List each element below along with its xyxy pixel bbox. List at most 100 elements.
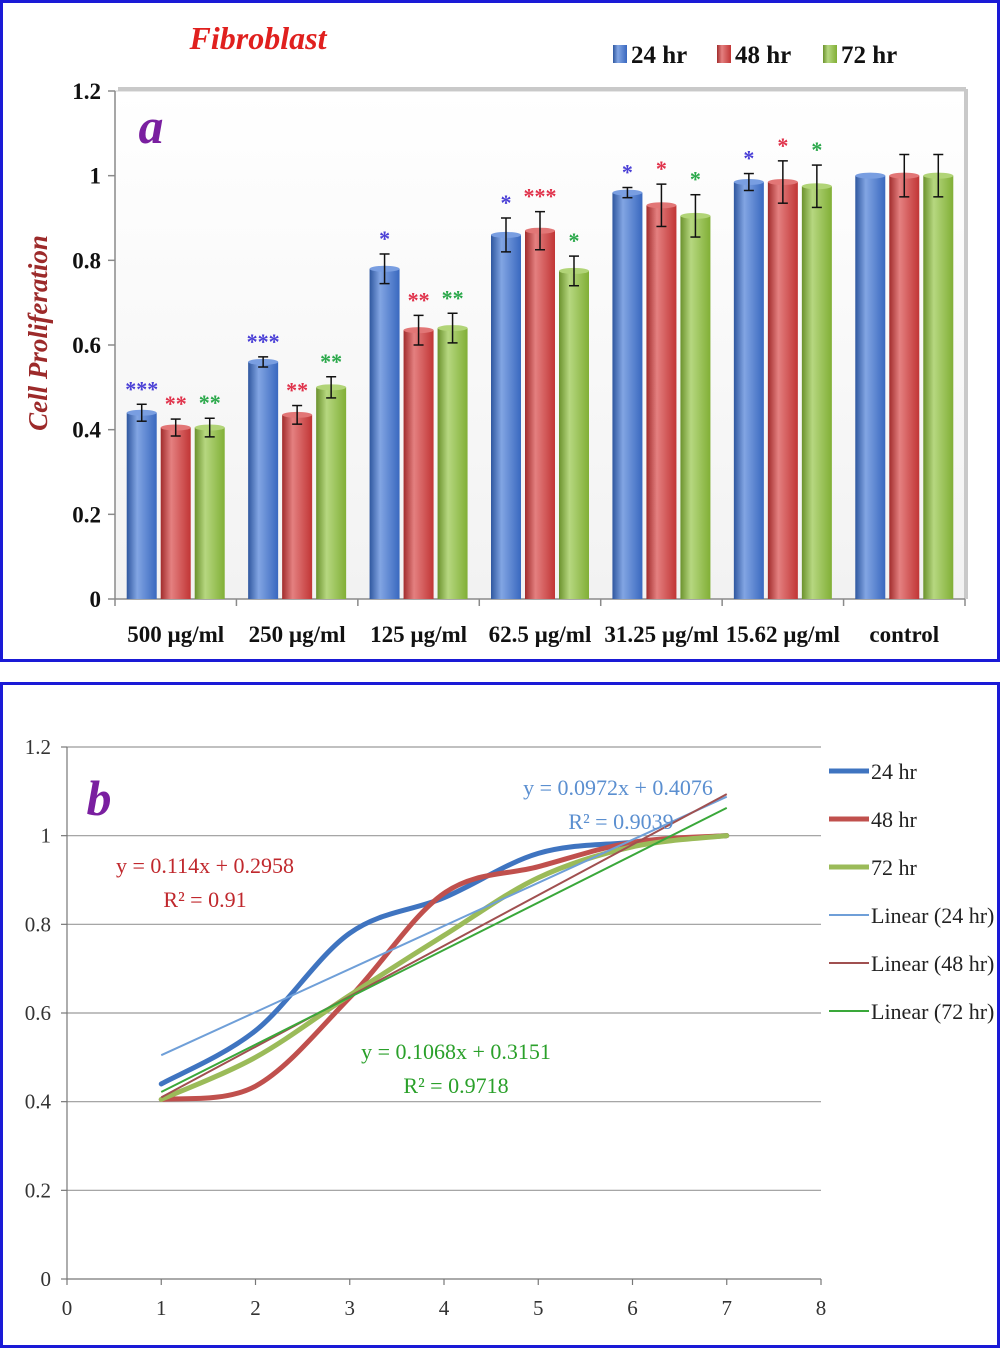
y-axis-label: Cell Proliferation: [23, 235, 53, 431]
x-tick-label: 8: [816, 1296, 827, 1320]
y-tick-label: 1.2: [72, 79, 101, 104]
bar: [369, 268, 400, 599]
equation-24hr: y = 0.0972x + 0.4076: [523, 775, 713, 800]
legend-label: 72 hr: [841, 42, 897, 69]
significance-marker: *: [777, 133, 788, 158]
x-tick-label: 62.5 µg/ml: [489, 622, 592, 647]
bar: [559, 270, 589, 599]
legend-label: Linear (72 hr): [871, 999, 994, 1024]
bar: [767, 182, 798, 599]
r2-24hr: R² = 0.9039: [568, 809, 673, 834]
significance-marker: *: [622, 160, 633, 185]
equation-48hr: y = 0.114x + 0.2958: [116, 853, 294, 878]
y-tick-label: 0.4: [25, 1090, 52, 1114]
legend: 24 hr 48 hr 72 hr Linear (24 hr) Linear (48 …: [829, 759, 994, 1024]
bar: [525, 230, 555, 599]
x-tick-label: 15.62 µg/ml: [726, 622, 840, 647]
significance-marker: *: [501, 190, 512, 215]
x-tick-label: 31.25 µg/ml: [604, 622, 718, 647]
significance-marker: *: [379, 226, 390, 251]
panel-letter-a: a: [139, 98, 164, 154]
bar: [282, 414, 313, 599]
trendline: [160, 806, 728, 1093]
bar: [889, 175, 920, 599]
chart-title: Fibroblast: [189, 20, 328, 56]
y-tick-label: 1: [41, 824, 52, 848]
significance-marker: **: [199, 390, 221, 415]
x-tick-label: 7: [722, 1296, 733, 1320]
legend-label: 72 hr: [871, 855, 918, 880]
legend-label: Linear (24 hr): [871, 903, 994, 928]
bar-cap: [855, 172, 886, 179]
legend-swatch: [613, 45, 627, 63]
x-tick-label: 500 µg/ml: [127, 622, 224, 647]
y-tick-label: 0.6: [25, 1001, 51, 1025]
panel-b: 0 0.2 0.4 0.6 0.8 1 1.2 0 1 2 3 4 5 6 7 8 b y = 0.0972x…: [0, 682, 1000, 1348]
x-tick-label: 2: [250, 1296, 261, 1320]
legend-label: 48 hr: [735, 42, 791, 69]
bar: [801, 186, 832, 599]
x-tick-label: control: [869, 622, 939, 647]
significance-marker: *: [811, 137, 822, 162]
legend: 24 hr 48 hr 72 hr: [613, 42, 897, 69]
panel-letter-b: b: [87, 770, 112, 826]
bar: [646, 205, 677, 600]
significance-marker: *: [569, 228, 580, 253]
significance-marker: **: [408, 287, 430, 312]
x-tick-label: 6: [627, 1296, 638, 1320]
significance-marker: **: [286, 378, 308, 403]
equation-72hr: y = 0.1068x + 0.3151: [361, 1039, 551, 1064]
r2-72hr: R² = 0.9718: [403, 1073, 508, 1098]
bar: [437, 328, 468, 599]
legend-swatch: [823, 45, 837, 63]
bar: [126, 412, 157, 599]
y-tick-label: 1.2: [25, 735, 51, 759]
legend-label: 24 hr: [631, 42, 687, 69]
bar: [194, 427, 225, 599]
legend-swatch: [717, 45, 731, 63]
x-tick-label: 0: [62, 1296, 73, 1320]
bar: [491, 234, 521, 599]
significance-marker: **: [320, 349, 342, 374]
significance-marker: **: [442, 285, 464, 310]
x-tick-label: 250 µg/ml: [249, 622, 346, 647]
y-tick-label: 1: [90, 164, 102, 189]
bar: [403, 330, 434, 599]
legend-label: 24 hr: [871, 759, 918, 784]
y-tick-label: 0.2: [25, 1178, 51, 1202]
x-tick-label: 3: [345, 1296, 356, 1320]
x-tick-label: 1: [156, 1296, 167, 1320]
y-tick-label: 0: [41, 1267, 52, 1291]
series-line: [158, 833, 730, 1102]
x-tick-label: 4: [439, 1296, 450, 1320]
significance-marker: ***: [524, 184, 557, 209]
bar: [160, 427, 191, 599]
significance-marker: ***: [247, 329, 280, 354]
y-tick-label: 0: [90, 587, 102, 612]
trendline: [160, 793, 728, 1099]
panel-a: 0 0.2 0.4 0.6 0.8 1 1.2 *** ** ** *** ** ** * ** ** * **…: [0, 0, 1000, 662]
line-chart: 0 0.2 0.4 0.6 0.8 1 1.2 0 1 2 3 4 5 6 7 8 b y = 0.0972x…: [25, 735, 995, 1320]
y-tick-label: 0.8: [72, 248, 101, 273]
y-tick-label: 0.6: [72, 333, 101, 358]
trendline: [160, 795, 728, 1057]
significance-marker: *: [690, 167, 701, 192]
x-tick-label: 125 µg/ml: [370, 622, 467, 647]
significance-marker: *: [743, 146, 754, 171]
bar: [612, 192, 643, 599]
series-line: [158, 833, 730, 1102]
bar: [733, 182, 764, 599]
y-tick-label: 0.2: [72, 502, 101, 527]
r2-48hr: R² = 0.91: [163, 887, 246, 912]
legend-label: Linear (48 hr): [871, 951, 994, 976]
bar: [855, 175, 886, 599]
legend-label: 48 hr: [871, 807, 918, 832]
bar: [248, 361, 279, 599]
y-tick-label: 0.4: [72, 418, 101, 443]
significance-marker: *: [656, 156, 667, 181]
bar: [923, 175, 954, 599]
significance-marker: **: [165, 391, 187, 416]
bar-chart: 00.20.40.60.811.2 ***** ************ *** **…: [23, 20, 968, 647]
bar: [316, 387, 347, 599]
bar: [680, 215, 711, 599]
